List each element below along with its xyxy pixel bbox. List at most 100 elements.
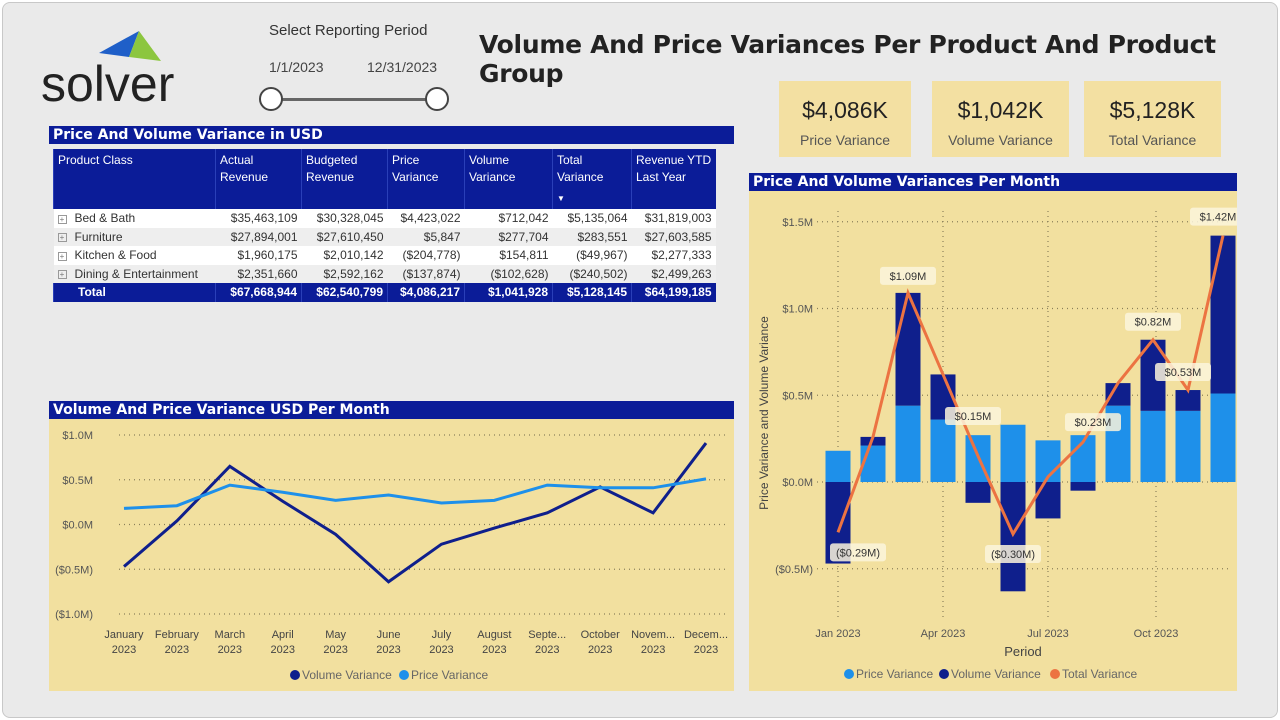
cell-text: $154,811 [499, 248, 549, 263]
slicer-end-handle[interactable] [425, 87, 449, 111]
x-tick-label: 2023 [112, 644, 136, 656]
table-cell: $2,351,660 [215, 264, 302, 283]
y-tick-label: $0.0M [782, 477, 813, 489]
bar-chart: $1.5M $1.0M $0.5M $0.0M ($0.5M) Jan 2023 Apr 2… [757, 207, 1246, 681]
x-tick-label: June [377, 629, 401, 641]
table-cell: ($49,967) [552, 246, 632, 265]
total-cell: $1,041,928 [464, 283, 553, 302]
x-tick-label: Septe... [528, 629, 566, 641]
cell-text: $31,819,003 [644, 211, 712, 226]
slicer-track[interactable] [273, 98, 437, 101]
kpi-value: $1,042K [957, 97, 1044, 123]
x-tick-label: January [104, 629, 144, 641]
table-cell: $27,603,585 [631, 227, 716, 246]
col-header-total-variance[interactable]: Total Variance ▼ [552, 149, 632, 209]
kpi-price-variance: $4,086K Price Variance [779, 81, 911, 157]
cell-text: ($240,502) [569, 266, 628, 281]
x-tick-label: Decem... [684, 629, 728, 641]
kpi-volume-variance: $1,042K Volume Variance [932, 81, 1069, 157]
col-header-budgeted-revenue[interactable]: Budgeted Revenue [301, 149, 388, 209]
bar-volume-variance [1175, 390, 1201, 411]
col-header-actual-revenue[interactable]: Actual Revenue [215, 149, 302, 209]
x-tick-label: July [432, 629, 452, 641]
expand-icon[interactable]: + [57, 214, 67, 224]
bar-volume-variance [1035, 482, 1061, 519]
legend-marker [844, 669, 854, 679]
data-label-bg [880, 266, 936, 285]
expand-icon[interactable]: + [57, 251, 67, 261]
x-tick-label: Novem... [631, 629, 675, 641]
data-label-bg [985, 545, 1041, 564]
line-chart-panel: $1.0M $0.5M $0.0M ($0.5M) ($1.0M) January 2023… [49, 419, 734, 691]
total-cell: $5,128,145 [552, 283, 632, 302]
col-header-price-variance[interactable]: Price Variance [387, 149, 465, 209]
x-tick-label: 2023 [270, 644, 294, 656]
total-cell: $62,540,799 [301, 283, 388, 302]
product-class-cell: + Dining & Entertainment [53, 264, 216, 283]
x-tick-label: 2023 [641, 644, 665, 656]
table-cell: $31,819,003 [631, 209, 716, 228]
kpi-value: $5,128K [1109, 97, 1196, 123]
cell-text: $5,135,064 [567, 211, 628, 226]
slicer-start-handle[interactable] [259, 87, 283, 111]
cell-text: $4,423,022 [400, 211, 461, 226]
cell-text: $2,592,162 [323, 266, 384, 281]
bar-price-variance [930, 419, 956, 482]
total-cell: Total [53, 283, 216, 302]
expand-icon[interactable]: + [57, 270, 67, 280]
table-cell: ($102,628) [464, 264, 553, 283]
data-label-bg [1065, 413, 1121, 432]
series-line-volume-variance [123, 442, 708, 584]
x-tick-label: March [215, 629, 246, 641]
x-tick-label: Jan 2023 [815, 628, 860, 640]
x-tick-label: 2023 [429, 644, 453, 656]
y-tick-label: $1.0M [62, 430, 93, 442]
series-line-price-variance [123, 477, 707, 510]
bar-volume-variance [965, 482, 991, 503]
table-cell: $35,463,109 [215, 209, 302, 228]
bar-price-variance [825, 450, 851, 482]
data-label: $1.42M [1200, 212, 1237, 224]
y-tick-label: ($0.5M) [55, 564, 93, 576]
slicer-end-date[interactable]: 12/31/2023 [367, 59, 438, 75]
cell-text: $712,042 [498, 211, 549, 226]
x-tick-label: 2023 [376, 644, 400, 656]
legend-marker [290, 670, 300, 680]
table-title: Price And Volume Variance in USD [49, 126, 734, 144]
series-line-total-variance [836, 235, 1225, 538]
svg-text:solver: solver [41, 56, 174, 109]
table-row[interactable]: + Bed & Bath $35,463,109 $30,328,045 $4,423,… [53, 209, 716, 228]
x-tick-label: October [581, 629, 620, 641]
x-tick-label: 2023 [218, 644, 242, 656]
table-cell: ($204,778) [387, 246, 465, 265]
x-tick-label: Oct 2023 [1134, 628, 1179, 640]
table-cell: $27,894,001 [215, 227, 302, 246]
legend-marker [939, 669, 949, 679]
table-cell: $2,010,142 [301, 246, 388, 265]
bar-price-variance [1175, 410, 1201, 482]
x-tick-label: 2023 [165, 644, 189, 656]
cell-text: $277,704 [498, 229, 549, 244]
data-label: $1.09M [890, 271, 927, 283]
slicer-start-date[interactable]: 1/1/2023 [269, 59, 324, 75]
table-cell: ($137,874) [387, 264, 465, 283]
cell-text: Kitchen & Food [74, 248, 157, 263]
col-header-volume-variance[interactable]: Volume Variance [464, 149, 553, 209]
cell-text: $2,277,333 [651, 248, 712, 263]
expand-icon[interactable]: + [57, 233, 67, 243]
cell-text: ($49,967) [576, 248, 628, 263]
table-row[interactable]: + Dining & Entertainment $2,351,660 $2,592,… [53, 264, 716, 283]
x-tick-label: May [325, 629, 346, 641]
col-header-revenue-ytd-last-year[interactable]: Revenue YTD Last Year [631, 149, 716, 209]
sort-descending-icon: ▼ [557, 194, 565, 203]
x-tick-label: August [477, 629, 511, 641]
col-header-product-class[interactable]: Product Class [53, 149, 216, 209]
table-cell: $154,811 [464, 246, 553, 265]
table-total-row: Total $67,668,944 $62,540,799 $4,086,217 $1,… [53, 283, 716, 302]
table-row[interactable]: + Kitchen & Food $1,960,175 $2,010,142 ($204… [53, 246, 716, 265]
bar-volume-variance [1210, 235, 1236, 394]
data-label: ($0.29M) [836, 547, 880, 559]
x-tick-label: 2023 [323, 644, 347, 656]
table-row[interactable]: + Furniture $27,894,001 $27,610,450 $5,847 $2… [53, 227, 716, 246]
data-label: $0.23M [1075, 417, 1112, 429]
